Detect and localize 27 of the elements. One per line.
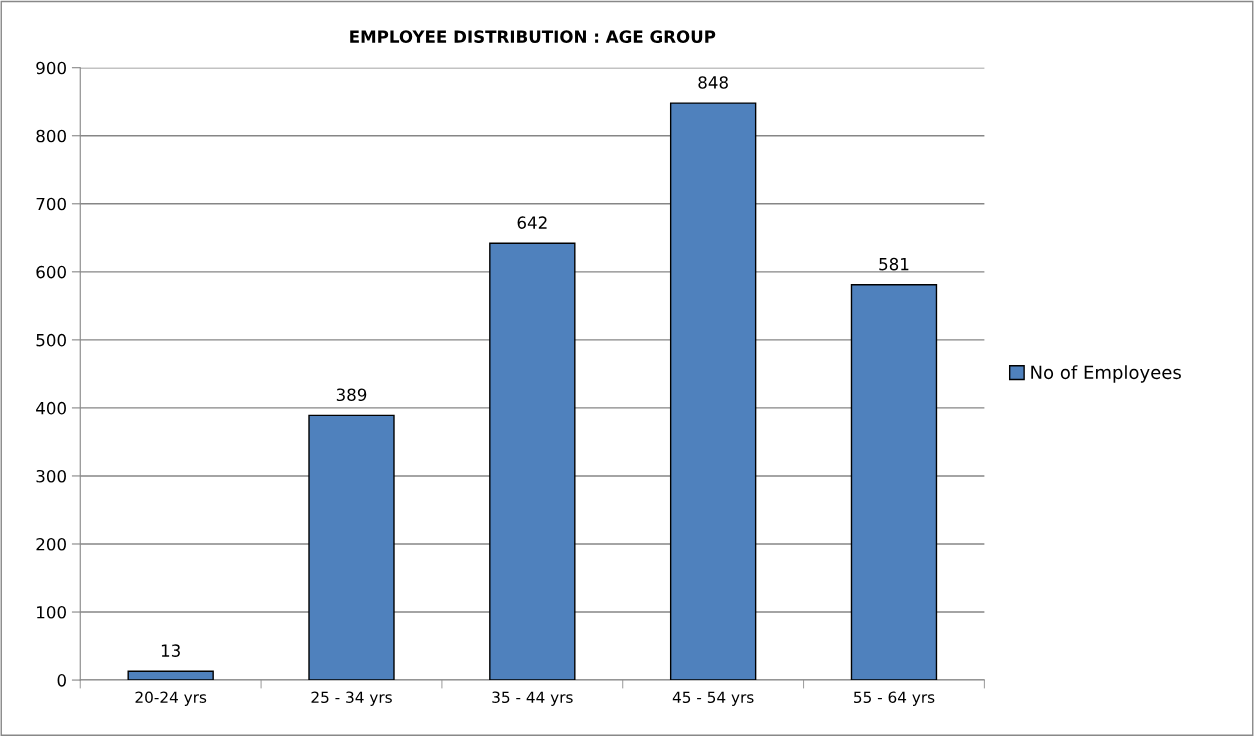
- x-tick-label: 20-24 yrs: [135, 691, 207, 706]
- legend-label: No of Employees: [1031, 365, 1181, 383]
- y-tick-label: 300: [36, 469, 66, 483]
- data-label: 848: [698, 76, 728, 89]
- bar: [489, 242, 576, 681]
- data-label: 642: [517, 216, 547, 229]
- bar: [127, 670, 214, 681]
- y-tick-label: 500: [36, 333, 66, 347]
- bar: [669, 102, 757, 681]
- x-tick-label: 45 - 54 yrs: [672, 691, 754, 706]
- x-tick-label: 35 - 44 yrs: [492, 691, 573, 706]
- data-label: 581: [879, 257, 909, 271]
- x-tick-label: 55 - 64 yrs: [854, 691, 935, 706]
- chart-title: EMPLOYEE DISTRIBUTION : AGE GROUP: [350, 30, 716, 43]
- y-tick-label: 200: [36, 537, 66, 551]
- data-label: 389: [336, 388, 367, 402]
- y-tick-label: 700: [36, 197, 66, 211]
- bar: [850, 284, 938, 681]
- x-tick-label: 25 - 34 yrs: [311, 691, 392, 706]
- y-tick-label: 100: [37, 605, 66, 619]
- y-tick-label: 400: [36, 401, 66, 415]
- y-tick-label: 0: [57, 674, 66, 687]
- data-label: 13: [161, 644, 180, 657]
- y-tick-label: 800: [36, 129, 66, 143]
- y-tick-label: 900: [36, 61, 66, 75]
- bar: [308, 414, 395, 681]
- y-tick-label: 600: [36, 265, 66, 279]
